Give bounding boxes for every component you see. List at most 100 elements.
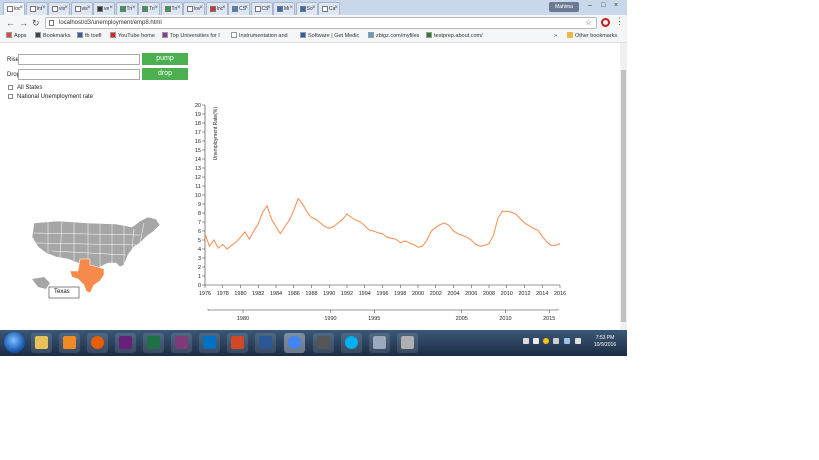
more-bookmarks-chevron-icon[interactable]: » xyxy=(554,33,558,39)
github-icon xyxy=(97,6,103,12)
browser-tab[interactable]: vis × xyxy=(70,2,93,15)
tab-label: So xyxy=(306,6,313,12)
tab-close-icon[interactable]: × xyxy=(154,5,158,11)
forward-arrow-icon[interactable]: → xyxy=(19,18,28,28)
taskbar-app-button[interactable] xyxy=(284,333,305,353)
browser-tab[interactable]: CS × xyxy=(228,2,250,15)
page-icon xyxy=(74,6,81,12)
browser-tab[interactable]: Ca × xyxy=(318,2,340,15)
tab-close-icon[interactable]: × xyxy=(109,5,113,11)
bookmark-item[interactable]: Software | Get Medic xyxy=(300,32,359,41)
y-tick-label: 9 xyxy=(198,202,201,208)
browser-tab[interactable]: Tri × xyxy=(138,2,160,15)
x-tick-label: 2000 xyxy=(412,291,424,297)
browser-tab[interactable]: vis × xyxy=(48,2,70,15)
bookmark-label: Bookmarks xyxy=(43,33,71,39)
start-button[interactable] xyxy=(4,332,25,353)
taskbar-app-button[interactable] xyxy=(31,333,52,353)
other-bookmarks-folder[interactable]: Other bookmarks xyxy=(567,32,617,41)
national-rate-checkbox[interactable] xyxy=(8,94,13,99)
tab-close-icon[interactable]: × xyxy=(131,5,136,11)
close-window-icon[interactable]: × xyxy=(614,2,619,9)
scrollbar-thumb[interactable] xyxy=(621,70,626,322)
taskbar-app-button[interactable] xyxy=(115,333,136,353)
pump-button[interactable]: pump xyxy=(142,53,188,65)
tab-close-icon[interactable]: × xyxy=(19,5,23,11)
taskbar-app-button[interactable] xyxy=(143,333,164,353)
bookmark-star-icon[interactable]: ☆ xyxy=(584,18,592,27)
tab-close-icon[interactable]: × xyxy=(334,5,338,11)
firefox-icon xyxy=(91,336,104,349)
tab-close-icon[interactable]: × xyxy=(311,5,316,11)
taskbar-app-button[interactable] xyxy=(313,333,334,353)
browser-tab[interactable]: Int × xyxy=(25,2,48,15)
onenote-icon xyxy=(175,336,188,349)
browser-tab[interactable]: lov × xyxy=(183,2,205,15)
taskbar-app-button[interactable] xyxy=(397,333,418,353)
tab-close-icon[interactable]: × xyxy=(199,5,203,11)
browser-tab[interactable]: Tri × xyxy=(115,2,138,15)
taskbar-app-button[interactable] xyxy=(59,333,80,353)
context-brush-axis[interactable]: 1980 1990 1995 2005 2010 2015 xyxy=(190,309,570,329)
taskbar-app-button[interactable] xyxy=(87,333,108,353)
volume-icon[interactable] xyxy=(575,338,581,344)
tab-close-icon[interactable]: × xyxy=(64,5,68,11)
bookmark-item[interactable]: Apps xyxy=(6,32,27,41)
flag-icon[interactable] xyxy=(533,338,539,344)
browser-tab[interactable]: Mi × xyxy=(273,2,295,15)
bookmark-item[interactable]: YouTube home xyxy=(110,32,155,41)
taskbar-app-button[interactable] xyxy=(255,333,276,353)
us-map[interactable]: Texas xyxy=(28,209,168,305)
taskbar-app-button[interactable] xyxy=(199,333,220,353)
bookmark-item[interactable]: fb toefl xyxy=(77,32,102,41)
texas-state[interactable] xyxy=(69,258,105,294)
taskbar-app-button[interactable] xyxy=(171,333,192,353)
bookmark-item[interactable]: Instrumentation and xyxy=(231,32,288,41)
url-bar[interactable]: localhost/d3/unemployment/emp8.html ☆ xyxy=(45,17,597,29)
tab-close-icon[interactable]: × xyxy=(176,5,181,11)
opera-extension-icon[interactable] xyxy=(601,18,610,27)
skype-icon xyxy=(345,336,358,349)
tab-label: CS xyxy=(261,6,269,12)
reload-icon[interactable]: ↻ xyxy=(32,18,40,28)
browser-tab[interactable]: So × xyxy=(295,2,318,15)
bookmark-item[interactable]: Top Universities for I xyxy=(162,32,220,41)
y-tick-label: 6 xyxy=(198,229,201,235)
bookmark-item[interactable]: zbigz.com/myfiles xyxy=(368,32,419,41)
drop-button[interactable]: drop xyxy=(142,68,188,80)
tab-close-icon[interactable]: × xyxy=(221,5,226,11)
system-clock[interactable]: 7:53 PM 10/9/2016 xyxy=(586,335,624,349)
tab-close-icon[interactable]: × xyxy=(41,5,46,11)
tab-label: Int xyxy=(36,6,43,12)
drop-input[interactable] xyxy=(18,69,140,80)
browser-tab[interactable]: ve × xyxy=(93,2,115,15)
browser-tab[interactable]: Inc × xyxy=(205,2,228,15)
tab-close-icon[interactable]: × xyxy=(244,5,248,11)
page-scrollbar[interactable] xyxy=(620,43,627,330)
profile-button[interactable]: Mahima xyxy=(549,2,579,12)
minimize-icon[interactable]: – xyxy=(588,2,592,9)
bookmark-item[interactable]: Bookmarks xyxy=(35,32,71,41)
taskbar-app-button[interactable] xyxy=(369,333,390,353)
terminal-icon xyxy=(317,336,330,349)
tab-close-icon[interactable]: × xyxy=(289,5,293,11)
rise-input[interactable] xyxy=(18,54,140,65)
browser-tab[interactable]: loc × xyxy=(3,2,25,15)
browser-tab[interactable]: Tri × xyxy=(160,2,183,15)
maximize-icon[interactable]: □ xyxy=(601,2,606,9)
taskbar-app-button[interactable] xyxy=(341,333,362,353)
tray-app-icon[interactable] xyxy=(553,338,559,344)
browser-tab[interactable]: CS × xyxy=(250,2,273,15)
tab-close-icon[interactable]: × xyxy=(266,5,271,11)
tab-close-icon[interactable]: × xyxy=(86,5,91,11)
series-line xyxy=(204,197,561,250)
bookmark-item[interactable]: testprep.about.com/ xyxy=(426,32,483,41)
taskbar-app-button[interactable] xyxy=(227,333,248,353)
chrome-menu-icon[interactable]: ⋮ xyxy=(615,16,624,26)
back-arrow-icon[interactable]: ← xyxy=(6,18,15,28)
tray-up-arrow-icon[interactable] xyxy=(523,338,529,344)
network-signal-icon[interactable] xyxy=(564,338,570,344)
page-info-icon[interactable] xyxy=(49,20,54,26)
tray-update-icon[interactable] xyxy=(543,338,549,344)
all-states-checkbox[interactable] xyxy=(8,85,13,90)
